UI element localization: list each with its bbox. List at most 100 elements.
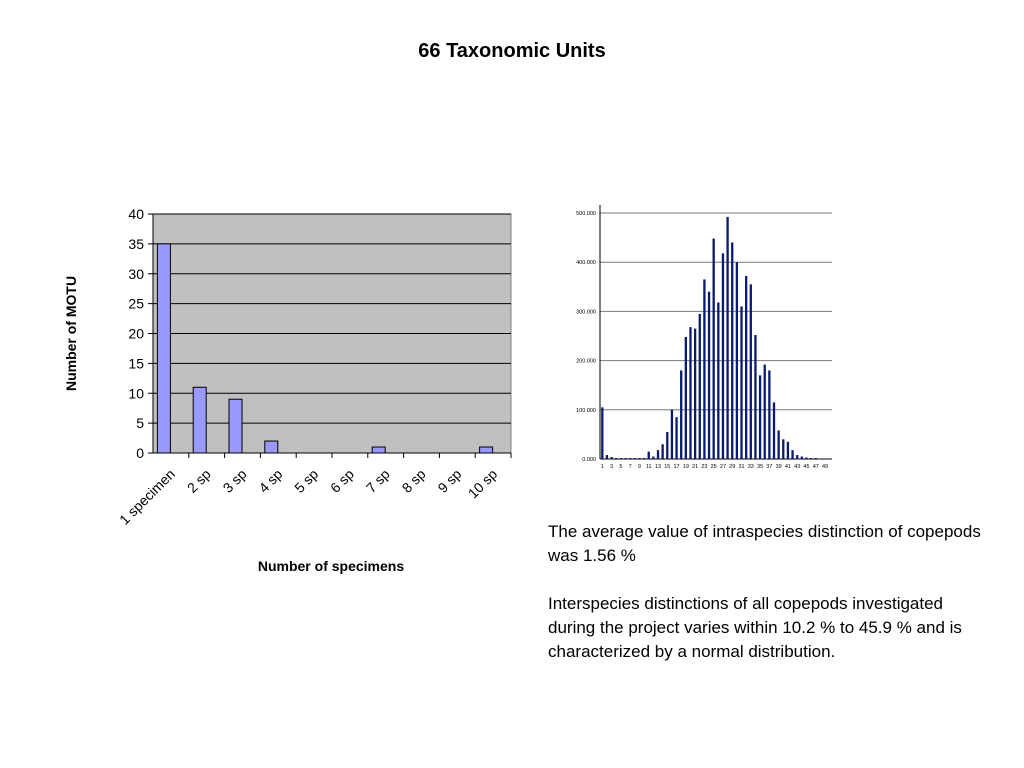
x-tick-label: 1 specimen [116, 466, 178, 528]
x-tick-label: 2 sp [184, 466, 214, 496]
x-tick-label: 29 [729, 464, 735, 470]
x-tick-label: 23 [701, 464, 707, 470]
x-tick-label: 5 sp [291, 466, 321, 496]
x-tick-label: 49 [822, 464, 828, 470]
hist-bar [707, 291, 711, 459]
x-tick-label: 13 [655, 464, 661, 470]
hist-bar [745, 275, 748, 459]
hist-bar [782, 439, 785, 459]
x-tick-label: 27 [720, 464, 726, 470]
y-tick-label: 30 [128, 266, 144, 282]
x-tick-label: 37 [766, 464, 772, 470]
notes-text: The average value of intraspecies distin… [548, 520, 988, 688]
hist-bar [610, 457, 613, 459]
x-tick-label: 3 sp [220, 466, 250, 496]
y-tick-label: 5 [136, 415, 144, 431]
x-tick-label: 33 [748, 464, 754, 470]
hist-bar [809, 458, 813, 459]
x-tick-label: 47 [813, 464, 819, 470]
hist-bar [666, 431, 669, 459]
x-tick-label: 25 [711, 464, 717, 470]
hist-bar [629, 458, 632, 459]
y-tick-label: 20 [128, 326, 144, 342]
hist-bar [726, 216, 729, 459]
x-tick-label: 8 sp [399, 466, 429, 496]
y-axis-label: Number of MOTU [63, 276, 79, 391]
x-tick-label: 35 [757, 464, 763, 470]
hist-bar [601, 407, 604, 459]
hist-bar [814, 458, 817, 459]
hist-bar [633, 458, 636, 459]
hist-bar [615, 458, 618, 459]
hist-bar [652, 456, 655, 459]
hist-bar [703, 279, 706, 459]
hist-bar [763, 364, 766, 459]
x-tick-label: 11 [646, 464, 652, 470]
hist-bar [749, 284, 752, 459]
y-tick-label: 300.000 [576, 309, 596, 315]
hist-bar [675, 417, 678, 459]
x-tick-label: 9 [638, 464, 641, 470]
bar [228, 398, 243, 454]
hist-bar [805, 457, 808, 459]
hist-bar [796, 455, 799, 459]
x-tick-label: 10 sp [465, 466, 501, 502]
x-tick-label: 7 sp [363, 466, 393, 496]
x-tick-label: 21 [692, 464, 698, 470]
y-tick-label: 15 [128, 355, 144, 371]
hist-bar [605, 455, 609, 459]
hist-bar [689, 327, 692, 459]
hist-bar [698, 313, 701, 459]
bar [192, 386, 207, 454]
hist-bar [800, 456, 803, 459]
hist-bar [786, 441, 790, 459]
x-tick-label: 17 [673, 464, 679, 470]
hist-bar [721, 253, 725, 459]
x-tick-label: 3 [610, 464, 613, 470]
x-tick-label: 5 [619, 464, 622, 470]
y-tick-label: 400.000 [576, 260, 596, 266]
x-tick-label: 4 sp [255, 466, 285, 496]
x-tick-label: 1 [601, 464, 604, 470]
x-tick-label: 15 [664, 464, 670, 470]
bar [479, 446, 494, 454]
slide-title: 66 Taxonomic Units [418, 40, 606, 62]
y-tick-label: 40 [128, 206, 144, 222]
x-tick-label: 43 [794, 464, 800, 470]
intraspecies-note: The average value of intraspecies distin… [548, 522, 981, 565]
hist-bar [717, 302, 720, 459]
y-tick-label: 10 [128, 385, 144, 401]
bar [156, 243, 171, 454]
x-axis-label: Number of specimens [258, 558, 404, 574]
x-tick-label: 41 [785, 464, 791, 470]
hist-bar [768, 370, 771, 459]
hist-bar [661, 444, 664, 459]
hist-bar [638, 458, 641, 459]
y-tick-label: 0 [136, 445, 144, 461]
bar [264, 440, 279, 454]
x-tick-label: 6 sp [327, 466, 357, 496]
hist-bar [712, 238, 715, 459]
interspecies-note: Interspecies distinctions of all copepod… [548, 594, 962, 661]
y-tick-label: 25 [128, 296, 144, 312]
hist-bar [754, 335, 757, 459]
hist-bar [758, 375, 762, 459]
x-tick-label: 7 [629, 464, 632, 470]
motu-bar-chart: 0 5 10 15 20 25 30 35 40 1 specimen 2 sp 3 sp 4 sp 5 … [63, 206, 512, 574]
hist-bar [772, 402, 776, 459]
hist-bar [642, 458, 646, 459]
hist-bar [656, 450, 660, 459]
hist-bar [731, 242, 734, 459]
hist-bar [693, 328, 697, 459]
hist-bar [791, 450, 794, 459]
hist-bar [735, 262, 739, 459]
hist-bar [684, 336, 687, 459]
hist-bar [777, 430, 780, 459]
x-tick-label: 45 [803, 464, 809, 470]
y-tick-label: 100.000 [576, 408, 596, 414]
x-tick-label: 31 [738, 464, 744, 470]
hist-bar [680, 370, 683, 459]
bar [371, 446, 386, 454]
hist-bar [619, 458, 623, 459]
y-tick-label: 500.000 [576, 211, 596, 217]
